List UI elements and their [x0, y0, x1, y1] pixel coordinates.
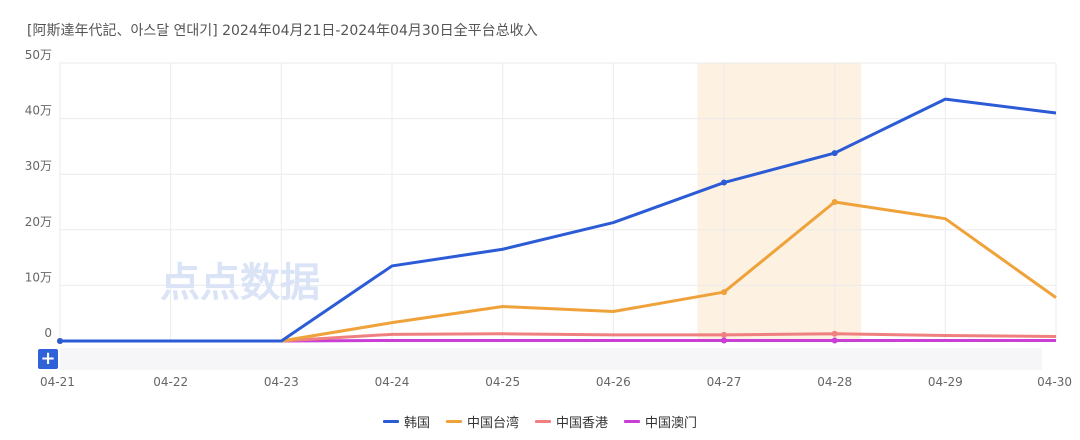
x-axis: 04-21 04-22 04-23 04-24 04-25 04-26 04-27 04-28…	[40, 375, 1072, 389]
legend-item[interactable]: 中国台湾	[445, 412, 519, 431]
series-layer	[57, 97, 1057, 344]
legend-label: 中国澳门	[645, 416, 698, 431]
y-axis: 0 10万 20万 30万 40万 50万	[25, 48, 52, 340]
y-tick-label: 0	[44, 326, 52, 340]
legend-label: 韩国	[403, 416, 430, 431]
series-line	[60, 97, 1057, 343]
chart-title: [阿斯達年代記、아스달 연대기] 2024年04月21日-2024年04月30日…	[27, 23, 538, 39]
y-tick-label: 10万	[25, 270, 52, 284]
legend-label: 中国台湾	[466, 416, 519, 431]
series-point	[831, 199, 838, 205]
chart-legend: 韩国 中国台湾 中国香港 中国澳门	[0, 412, 1080, 431]
legend-item[interactable]: 韩国	[382, 412, 430, 431]
series-point	[831, 337, 838, 344]
series-point	[57, 338, 63, 344]
watermark-text: 点点数据	[160, 260, 320, 306]
x-tick-label: 04-24	[375, 375, 410, 389]
legend-label: 中国香港	[556, 416, 609, 431]
zoom-in-button[interactable]: +	[38, 349, 58, 369]
y-tick-label: 20万	[25, 215, 52, 229]
legend-swatch	[624, 420, 641, 423]
series-point	[721, 331, 727, 338]
series-point	[721, 337, 727, 344]
legend-swatch	[535, 420, 551, 423]
series-point	[831, 330, 838, 337]
x-tick-label: 04-30	[1037, 375, 1072, 389]
zoom-slider-track[interactable]	[60, 348, 1042, 370]
legend-item[interactable]: 中国澳门	[624, 412, 697, 431]
series-point	[721, 289, 727, 296]
x-tick-label: 04-25	[485, 375, 520, 389]
series-point	[831, 150, 838, 157]
y-tick-label: 50万	[25, 48, 52, 62]
y-tick-label: 30万	[25, 159, 52, 173]
legend-swatch	[445, 420, 462, 423]
legend-swatch	[382, 420, 399, 423]
series-point	[721, 179, 727, 186]
x-tick-label: 04-26	[596, 375, 631, 389]
x-tick-label: 04-21	[40, 375, 75, 389]
x-tick-label: 04-28	[817, 375, 852, 389]
x-tick-label: 04-22	[153, 375, 188, 389]
legend-item[interactable]: 中国香港	[535, 412, 608, 431]
x-tick-label: 04-27	[707, 375, 742, 389]
x-tick-label: 04-29	[928, 375, 963, 389]
y-tick-label: 40万	[25, 104, 52, 118]
x-tick-label: 04-23	[264, 375, 299, 389]
